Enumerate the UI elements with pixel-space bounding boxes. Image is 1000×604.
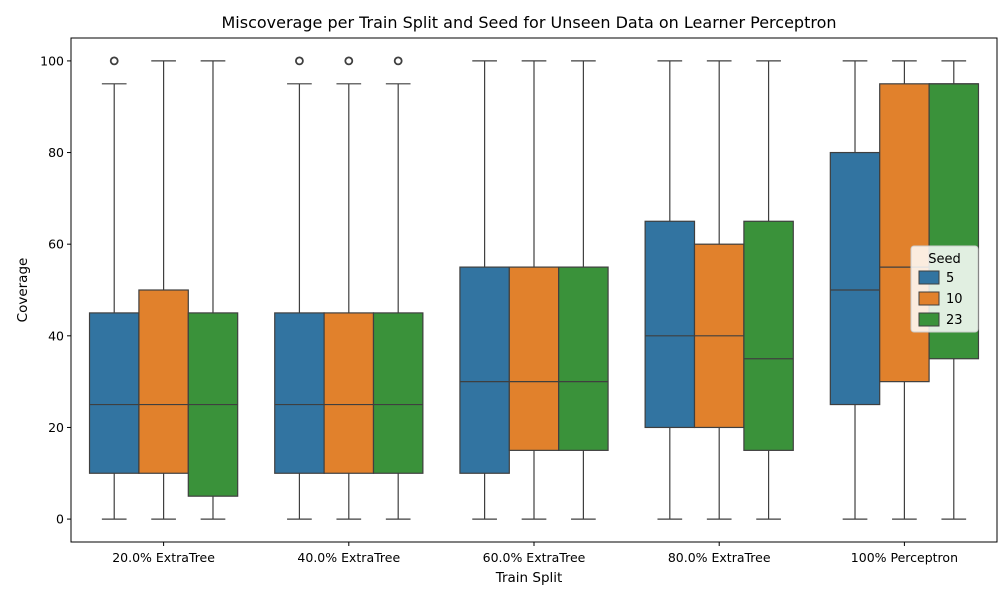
outlier-point (344, 56, 354, 66)
box-group (644, 60, 696, 520)
x-axis-label: Train Split (495, 570, 563, 586)
box-iqr (743, 220, 794, 451)
plot-frame (70, 37, 998, 543)
y-tick-label: 20 (48, 420, 64, 435)
legend-box (910, 245, 979, 333)
y-axis-label: Coverage (15, 258, 31, 323)
box-iqr (644, 220, 696, 429)
outlier-point (393, 56, 403, 66)
legend-entry-label: 5 (946, 271, 954, 286)
box-iqr (138, 289, 189, 474)
box-group (558, 60, 609, 520)
box-group (372, 56, 424, 520)
box-group (88, 56, 140, 520)
legend-swatch (918, 312, 940, 327)
box-group (323, 56, 375, 520)
x-tick-label: 100% Perceptron (851, 550, 958, 565)
legend-entry-label: 10 (946, 292, 963, 307)
box-iqr (558, 266, 609, 451)
box-group (743, 60, 794, 520)
box-group (187, 60, 239, 520)
y-tick-label: 100 (40, 53, 64, 68)
box-iqr (88, 312, 140, 474)
y-tick-label: 60 (48, 237, 64, 252)
legend: Seed 5 10 23 (910, 245, 979, 333)
box-group (138, 60, 189, 520)
legend-title: Seed (928, 252, 961, 267)
y-tick-label: 40 (48, 328, 64, 343)
box-group (274, 56, 325, 520)
box-iqr (508, 266, 560, 451)
box-iqr (829, 151, 881, 406)
box-iqr (879, 83, 930, 383)
x-tick-label: 20.0% ExtraTree (112, 550, 215, 565)
box-iqr (372, 312, 424, 474)
legend-entry-label: 23 (946, 313, 963, 328)
y-tick-label: 80 (48, 145, 64, 160)
legend-swatch (918, 270, 940, 285)
y-tick-label: 0 (56, 512, 64, 527)
legend-swatch (918, 291, 940, 306)
box-iqr (274, 312, 325, 474)
box-iqr (323, 312, 375, 474)
x-tick-label: 60.0% ExtraTree (483, 550, 586, 565)
box-group (693, 60, 745, 520)
x-tick-label: 40.0% ExtraTree (297, 550, 400, 565)
chart-title: Miscoverage per Train Split and Seed for… (221, 13, 836, 32)
x-tick-label: 80.0% ExtraTree (668, 550, 771, 565)
outlier-point (109, 56, 119, 66)
box-group (829, 60, 881, 520)
box-group (459, 60, 510, 520)
box-iqr (459, 266, 510, 474)
plot-area: 0 20 40 60 80 100 20.0% ExtraTree 40.0% ExtraTr… (40, 53, 980, 565)
box-group (508, 60, 560, 520)
outlier-point (295, 56, 304, 66)
